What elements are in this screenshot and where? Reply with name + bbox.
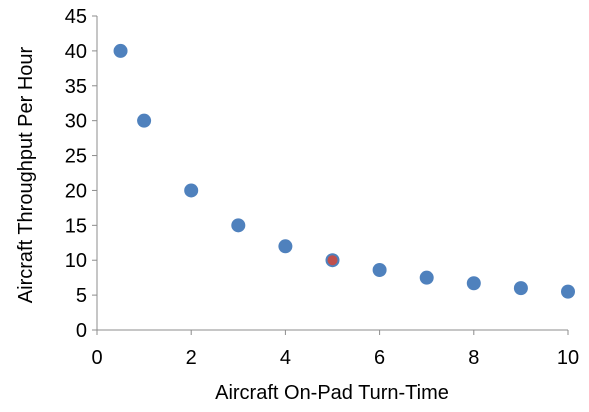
- y-tick-label: 35: [65, 76, 87, 98]
- y-tick-label: 10: [65, 250, 87, 272]
- data-point: [137, 113, 152, 128]
- y-tick-label: 40: [65, 41, 87, 63]
- y-tick-label: 20: [65, 180, 87, 202]
- highlighted-data-point: [327, 255, 338, 266]
- x-tick-label: 2: [186, 347, 197, 369]
- data-point: [113, 43, 128, 58]
- data-point: [231, 218, 246, 233]
- y-tick-label: 25: [65, 146, 87, 168]
- data-point: [419, 270, 434, 285]
- y-tick-label: 0: [76, 320, 87, 342]
- data-points: [113, 43, 575, 299]
- data-point: [466, 276, 481, 291]
- data-point: [513, 281, 528, 296]
- x-tick-label: 0: [91, 347, 102, 369]
- data-point: [561, 284, 575, 299]
- y-tick-label: 15: [65, 215, 87, 237]
- y-axis-label: Aircraft Throughput Per Hour: [15, 46, 37, 303]
- data-point: [372, 262, 387, 277]
- x-tick-label: 10: [557, 347, 579, 369]
- axes: [92, 15, 569, 335]
- tick-labels: 0 5 10 15 20 25 30 35 40 45 0 2 4 6 8 10: [65, 6, 579, 369]
- data-point: [184, 183, 199, 198]
- x-axis-label: Aircraft On-Pad Turn-Time: [215, 382, 449, 404]
- data-point: [278, 239, 293, 254]
- y-tick-label: 5: [76, 285, 87, 307]
- x-tick-label: 6: [374, 347, 385, 369]
- x-tick-label: 8: [468, 347, 479, 369]
- y-tick-label: 45: [65, 6, 87, 28]
- y-tick-label: 30: [65, 111, 87, 133]
- x-tick-label: 4: [280, 347, 291, 369]
